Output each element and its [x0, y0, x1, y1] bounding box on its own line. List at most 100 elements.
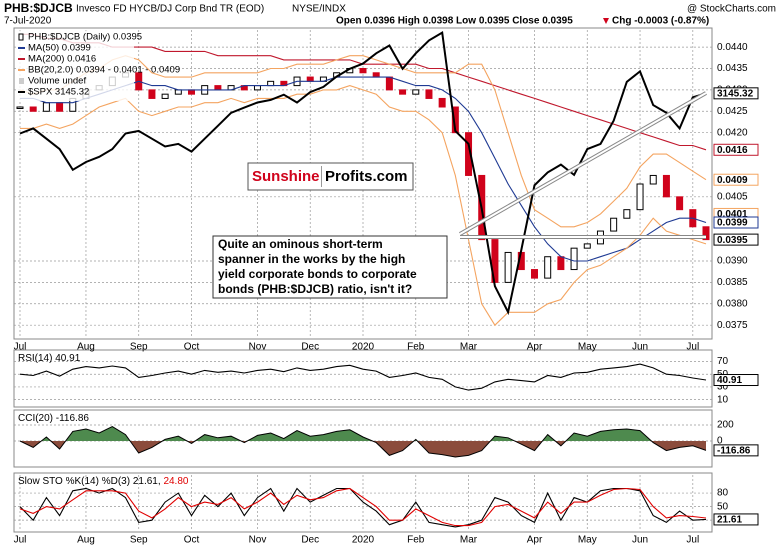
legend-swatch	[19, 78, 24, 84]
panel-title-text: RSI(14) 40.91	[18, 353, 81, 364]
value-tag	[713, 513, 759, 526]
legend-label: BB(20,2.0) 0.0394 - 0.0401 - 0.0409	[28, 65, 180, 76]
value-tag-label: 0.0416	[717, 145, 748, 156]
series-line	[19, 55, 707, 228]
value-tag	[713, 233, 759, 246]
x-tick-label: Mar	[460, 535, 478, 546]
candle	[372, 72, 380, 78]
candle	[570, 247, 578, 271]
candle	[188, 89, 195, 95]
y-tick-label: 0.0380	[717, 298, 748, 309]
panel-title: CCI(20) -116.86	[18, 413, 89, 424]
x-tick-label: Feb	[407, 535, 425, 546]
candle	[702, 226, 710, 241]
x-tick-label: Sep	[130, 535, 148, 546]
candle	[583, 243, 591, 249]
y-tick-label: 0.0390	[717, 256, 748, 267]
instrument-name: Invesco FD HYCB/DJ Corp Bnd TR (EOD)	[76, 4, 264, 15]
x-tick-label: Sep	[130, 342, 148, 353]
candle	[451, 106, 459, 134]
y-tick-label: 0.0375	[717, 320, 748, 331]
area-negative	[20, 441, 706, 457]
legend-box	[16, 31, 134, 101]
x-tick-label: Jun	[632, 535, 648, 546]
candle	[649, 174, 657, 185]
logo: Sunshine Profits.com	[247, 162, 414, 191]
value-tag-label: 0.0395	[717, 235, 748, 246]
candle	[306, 76, 314, 82]
value-tag	[713, 143, 759, 156]
value-tag-label: 0.0401	[717, 209, 748, 220]
candle	[623, 209, 631, 219]
panel-title-d: 24.80	[163, 476, 188, 487]
x-tick-label: Nov	[249, 342, 267, 353]
x-tick-label: Jul	[686, 535, 699, 546]
candle	[610, 217, 618, 232]
x-tick-label: Jun	[632, 342, 648, 353]
trend-lines	[459, 91, 707, 239]
legend-label: $SPX 3145.32	[28, 87, 89, 98]
series-line	[19, 363, 707, 391]
x-tick-label: Jul	[14, 342, 27, 353]
logo-divider	[321, 166, 322, 187]
y-tick-label: 0.0385	[717, 277, 748, 288]
logo-brand: Sunshine	[252, 168, 320, 185]
x-tick-label: Apr	[527, 535, 543, 546]
y-tick-label: 200	[717, 420, 734, 431]
candle	[557, 256, 565, 271]
y-tick-label: 10	[717, 394, 729, 405]
y-tick-label: 0.0425	[717, 106, 748, 117]
legend-candle	[18, 33, 24, 41]
annotation-line: Quite an ominous short-term	[218, 237, 383, 251]
candle	[425, 89, 433, 99]
candle	[385, 76, 393, 91]
x-tick-label: Jul	[14, 535, 27, 546]
marks: 0.0375 0.0380 0.0385 0.0390 0.0405 0.0420 0.04…	[14, 30, 759, 546]
exchange: NYSE/INDX	[292, 4, 346, 15]
x-tick-label: 2020	[352, 535, 375, 546]
x-tick-label: Dec	[301, 535, 319, 546]
candle	[412, 89, 420, 95]
candle	[214, 85, 222, 91]
area-positive	[20, 426, 652, 442]
candle	[636, 183, 644, 211]
series-line	[19, 426, 707, 458]
candle	[504, 251, 512, 283]
y-tick-label: 70	[717, 356, 729, 367]
value-tag-label: 21.61	[717, 515, 742, 526]
panel-title-text: Slow STO %K(14) %D(3) 21.61,	[18, 476, 161, 487]
legend-label: PHB:$DJCB (Daily) 0.0395	[28, 32, 142, 43]
value-tag	[713, 444, 759, 457]
value-tag	[713, 374, 759, 387]
panel-title: RSI(14) 40.91	[18, 353, 81, 364]
value-tag	[713, 173, 759, 186]
annotation-line: bonds (PHB:$DJCB) ratio, isn't it?	[218, 282, 412, 296]
candle	[544, 256, 552, 279]
y-tick-label: 50	[717, 501, 729, 512]
panel-title-text: CCI(20) -116.86	[18, 413, 89, 424]
candle	[42, 102, 50, 112]
value-tag-label: 3145.32	[717, 88, 754, 99]
annotation-line: yield corporate bonds to corporate	[218, 267, 417, 281]
series-line	[20, 76, 707, 262]
candle	[56, 102, 64, 112]
series-line	[19, 487, 707, 528]
value-tag-label: -116.86	[717, 446, 751, 457]
x-tick-label: Oct	[184, 535, 200, 546]
candle	[253, 85, 261, 91]
y-tick-label: 0.0435	[717, 63, 748, 74]
x-tick-label: Nov	[249, 535, 267, 546]
value-tag-label: 0.0409	[717, 175, 748, 186]
logo-domain: Profits.com	[325, 168, 408, 185]
x-tick-label: Apr	[527, 342, 543, 353]
candle	[662, 174, 670, 198]
candle	[359, 68, 367, 74]
y-tick-label: 0.0420	[717, 127, 748, 138]
x-tick-label: Dec	[301, 342, 319, 353]
date: 7-Jul-2020	[4, 16, 52, 27]
y-tick-label: 30	[717, 382, 729, 393]
candle	[148, 89, 156, 99]
x-tick-label: Oct	[184, 342, 200, 353]
